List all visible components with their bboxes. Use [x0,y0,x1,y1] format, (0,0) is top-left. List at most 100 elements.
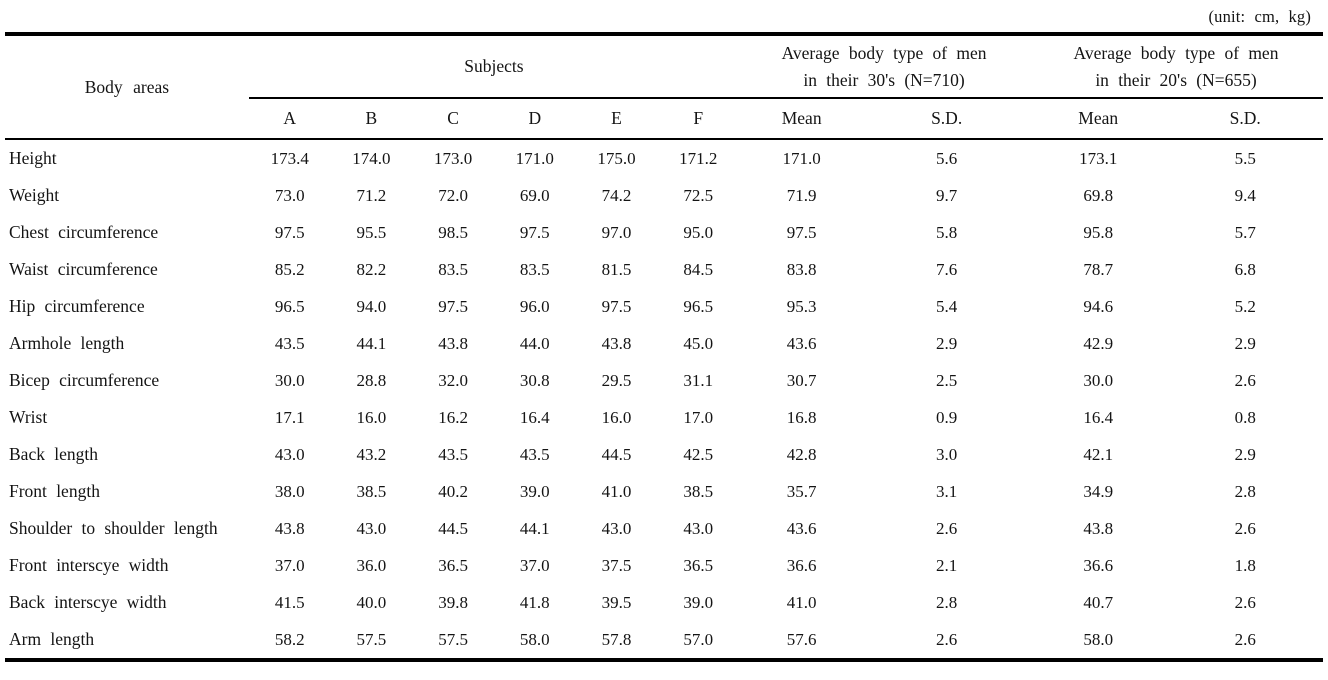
row-label: Weight [9,185,60,205]
table-row: Weight 73.0 71.2 72.0 69.0 74.2 72.5 71.9 9.7 69.… [5,177,1323,214]
cell-value: 72.5 [683,185,714,205]
cell-value: 97.5 [601,296,632,316]
cell-value: 38.5 [683,481,714,501]
table-row: Front interscye width 37.0 36.0 36.5 37.0 37.… [5,547,1323,584]
cell-value: 85.2 [274,259,305,279]
row-label: Waist circumference [9,259,158,279]
col-header-subject-c: C [412,98,494,140]
cell-value: 83.5 [519,259,550,279]
table-row: Hip circumference 96.5 94.0 97.5 96.0 97.5 96.… [5,288,1323,325]
cell-value: 5.7 [1234,222,1256,242]
cell-value: 73.0 [274,185,305,205]
cell-value: 41.5 [274,592,305,612]
col-header-subject-b: B [330,98,413,140]
cell-value: 42.1 [1083,444,1114,464]
cell-value: 29.5 [601,370,632,390]
cell-value: 43.8 [1083,518,1114,538]
cell-value: 2.9 [936,333,958,353]
cell-value: 39.8 [438,592,468,612]
cell-value: 41.0 [601,481,632,501]
cell-value: 40.7 [1083,592,1114,612]
cell-value: 81.5 [601,259,632,279]
group-30s-line1: Average body type of men [781,43,987,64]
cell-value: 69.0 [519,185,550,205]
cell-value: 2.6 [936,629,958,649]
cell-value: 36.6 [1083,555,1114,575]
cell-value: 43.0 [601,518,632,538]
cell-value: 38.0 [274,481,305,501]
cell-value: 43.2 [356,444,387,464]
cell-value: 5.8 [936,222,958,242]
cell-value: 171.0 [515,148,554,168]
cell-value: 57.5 [438,629,468,649]
cell-value: 42.5 [683,444,714,464]
cell-value: 9.7 [936,185,958,205]
cell-value: 0.9 [936,407,958,427]
cell-value: 2.6 [1234,518,1256,538]
cell-value: 57.8 [601,629,632,649]
row-label: Arm length [9,629,95,649]
table-row: Waist circumference 85.2 82.2 83.5 83.5 81.5 8… [5,251,1323,288]
cell-value: 39.0 [519,481,550,501]
table-row: Back length 43.0 43.2 43.5 43.5 44.5 42.5 42.8 3… [5,436,1323,473]
cell-value: 94.0 [356,296,387,316]
cell-value: 97.0 [601,222,632,242]
cell-value: 39.0 [683,592,714,612]
cell-value: 173.0 [433,148,473,168]
cell-value: 96.5 [274,296,305,316]
cell-value: 5.5 [1234,148,1256,168]
group-header-row: Body areas Subjects Average body type of… [5,34,1323,140]
table-row: Wrist 17.1 16.0 16.2 16.4 16.0 17.0 16.8 0.9 16.4… [5,399,1323,436]
row-label: Back interscye width [9,592,167,612]
cell-value: 58.0 [519,629,550,649]
cell-value: 37.0 [519,555,550,575]
cell-value: 43.5 [438,444,468,464]
col-group-avg-20s: Average body type of men in their 20's (… [1029,34,1323,99]
cell-value: 58.0 [1083,629,1114,649]
cell-value: 2.5 [936,370,958,390]
cell-value: 30.0 [1083,370,1114,390]
cell-value: 45.0 [683,333,714,353]
cell-value: 43.5 [274,333,305,353]
cell-value: 43.8 [274,518,305,538]
group-20s-line1: Average body type of men [1073,43,1279,64]
cell-value: 71.9 [786,185,817,205]
cell-value: 95.8 [1083,222,1114,242]
cell-value: 82.2 [356,259,387,279]
table-row: Back interscye width 41.5 40.0 39.8 41.8 39.5… [5,584,1323,621]
row-label: Front length [9,481,100,501]
cell-value: 97.5 [274,222,305,242]
cell-value: 6.8 [1234,259,1256,279]
cell-value: 43.6 [786,333,817,353]
cell-value: 69.8 [1083,185,1114,205]
group-30s-line2: in their 30's (N=710) [803,69,965,90]
cell-value: 36.5 [438,555,468,575]
cell-value: 32.0 [438,370,468,390]
cell-value: 171.2 [679,148,718,168]
cell-value: 43.0 [274,444,305,464]
cell-value: 84.5 [683,259,714,279]
cell-value: 30.0 [274,370,305,390]
cell-value: 43.8 [601,333,632,353]
cell-value: 9.4 [1234,185,1256,205]
cell-value: 30.7 [786,370,817,390]
cell-value: 43.0 [683,518,714,538]
cell-value: 17.0 [683,407,714,427]
cell-value: 16.0 [356,407,387,427]
cell-value: 36.5 [683,555,714,575]
cell-value: 96.0 [519,296,550,316]
cell-value: 174.0 [352,148,391,168]
row-label: Chest circumference [9,222,159,242]
cell-value: 2.6 [936,518,958,538]
cell-value: 2.8 [1234,481,1256,501]
cell-value: 44.0 [519,333,550,353]
col-header-subject-f: F [657,98,740,140]
cell-value: 57.5 [356,629,387,649]
cell-value: 2.1 [936,555,958,575]
cell-value: 2.9 [1234,444,1256,464]
cell-value: 78.7 [1083,259,1114,279]
cell-value: 37.0 [274,555,305,575]
cell-value: 173.1 [1079,148,1118,168]
cell-value: 36.0 [356,555,387,575]
